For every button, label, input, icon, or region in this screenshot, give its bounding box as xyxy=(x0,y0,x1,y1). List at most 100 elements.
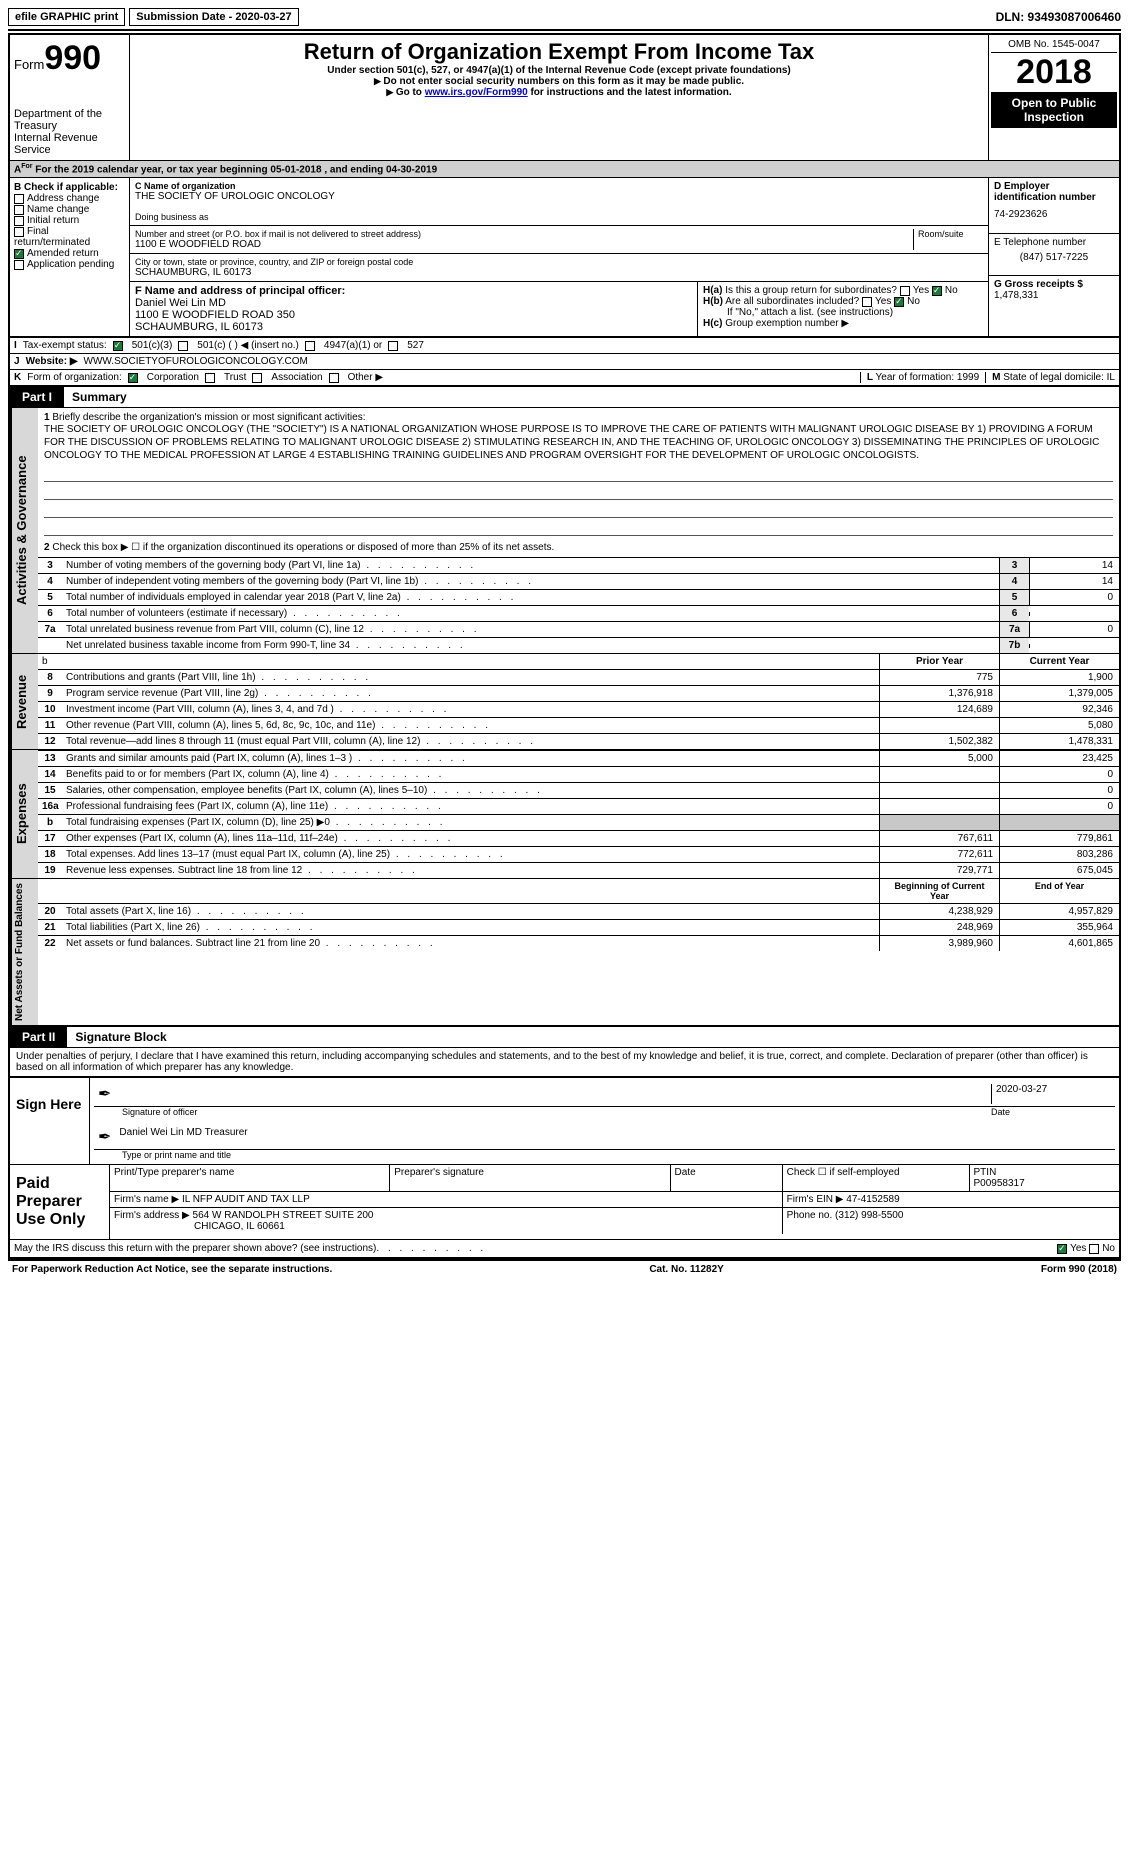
line-num: 20 xyxy=(38,904,62,919)
officer-label: F Name and address of principal officer: xyxy=(135,285,345,297)
perjury-statement: Under penalties of perjury, I declare th… xyxy=(10,1047,1119,1076)
gov-line: Net unrelated business taxable income fr… xyxy=(38,637,1119,653)
type-name-label: Type or print name and title xyxy=(94,1150,1115,1160)
part-2-title: Signature Block xyxy=(67,1027,174,1047)
prior-year-value: 772,611 xyxy=(879,847,999,862)
line-num: 6 xyxy=(38,606,62,621)
hc-text: Group exemption number ▶ xyxy=(725,318,849,329)
ha-yes-checkbox[interactable] xyxy=(900,286,910,296)
firm-phone: (312) 998-5500 xyxy=(835,1210,903,1221)
association-checkbox[interactable] xyxy=(252,373,262,383)
ha-no-checkbox[interactable] xyxy=(932,286,942,296)
street-address: 1100 E WOODFIELD ROAD xyxy=(135,239,913,250)
501c-label: 501(c) ( ) ◀ (insert no.) xyxy=(197,340,299,351)
paperwork-notice: For Paperwork Reduction Act Notice, see … xyxy=(12,1264,332,1275)
line-value: 14 xyxy=(1029,574,1119,589)
prior-year-value xyxy=(879,799,999,814)
current-year-value: 1,478,331 xyxy=(999,734,1119,749)
discuss-yes-label: Yes xyxy=(1070,1243,1086,1254)
tax-year-range: For the 2019 calendar year, or tax year … xyxy=(35,164,437,175)
data-line: 13 Grants and similar amounts paid (Part… xyxy=(38,750,1119,766)
prior-year-value: 729,771 xyxy=(879,863,999,878)
501c3-checkbox[interactable] xyxy=(113,341,123,351)
line-text: Revenue less expenses. Subtract line 18 … xyxy=(62,863,879,878)
line-num: 17 xyxy=(38,831,62,846)
line-text: Grants and similar amounts paid (Part IX… xyxy=(62,751,879,766)
current-year-value: 4,601,865 xyxy=(999,936,1119,951)
col-b-header: B Check if applicable: xyxy=(14,182,118,193)
preparer-sig-hdr: Preparer's signature xyxy=(390,1165,670,1191)
preparer-name-hdr: Print/Type preparer's name xyxy=(110,1165,390,1191)
527-checkbox[interactable] xyxy=(388,341,398,351)
line-2-num: 2 xyxy=(44,542,50,553)
line-2: 2 Check this box ▶ ☐ if the organization… xyxy=(38,538,1119,557)
line-text: Investment income (Part VIII, column (A)… xyxy=(62,702,879,717)
row-k-label: K xyxy=(14,372,21,383)
line-text: Total fundraising expenses (Part IX, col… xyxy=(62,815,879,830)
initial-return-checkbox[interactable] xyxy=(14,216,24,226)
row-j-label: J xyxy=(14,356,20,367)
cat-number: Cat. No. 11282Y xyxy=(649,1264,723,1275)
hb-yes-checkbox[interactable] xyxy=(862,297,872,307)
efile-button[interactable]: efile GRAPHIC print xyxy=(8,8,125,26)
current-year-value: 1,379,005 xyxy=(999,686,1119,701)
discuss-text: May the IRS discuss this return with the… xyxy=(14,1243,376,1254)
ptin-label: PTIN xyxy=(974,1167,997,1178)
line-box: 6 xyxy=(999,606,1029,621)
hb-no-checkbox[interactable] xyxy=(894,297,904,307)
submission-date: Submission Date - 2020-03-27 xyxy=(129,8,298,26)
trust-checkbox[interactable] xyxy=(205,373,215,383)
data-line: 11 Other revenue (Part VIII, column (A),… xyxy=(38,717,1119,733)
final-return-checkbox[interactable] xyxy=(14,227,24,237)
501c-checkbox[interactable] xyxy=(178,341,188,351)
row-j-website: J Website: ▶ WWW.SOCIETYOFUROLOGICONCOLO… xyxy=(10,353,1119,369)
governance-side-label: Activities & Governance xyxy=(10,408,38,653)
beginning-year-hdr: Beginning of Current Year xyxy=(879,879,999,903)
line-1-num: 1 xyxy=(44,412,50,423)
open-public: Open to Public Inspection xyxy=(991,92,1117,128)
application-pending-checkbox[interactable] xyxy=(14,260,24,270)
data-line: 20 Total assets (Part X, line 16) 4,238,… xyxy=(38,903,1119,919)
tel-label: E Telephone number xyxy=(994,237,1114,248)
data-line: 21 Total liabilities (Part X, line 26) 2… xyxy=(38,919,1119,935)
line-value: 14 xyxy=(1029,558,1119,573)
line-text: Total number of volunteers (estimate if … xyxy=(62,606,999,621)
page-footer: For Paperwork Reduction Act Notice, see … xyxy=(8,1259,1121,1278)
line-num: 4 xyxy=(38,574,62,589)
officer-name: Daniel Wei Lin MD xyxy=(135,297,692,309)
name-change-checkbox[interactable] xyxy=(14,205,24,215)
line-num: 10 xyxy=(38,702,62,717)
trust-label: Trust xyxy=(224,372,246,383)
address-change-checkbox[interactable] xyxy=(14,194,24,204)
firm-addr2: CHICAGO, IL 60661 xyxy=(114,1221,285,1232)
data-line: 16a Professional fundraising fees (Part … xyxy=(38,798,1119,814)
current-year-value: 0 xyxy=(999,767,1119,782)
line-box: 5 xyxy=(999,590,1029,605)
line-num: 22 xyxy=(38,936,62,951)
line-num: 5 xyxy=(38,590,62,605)
4947-checkbox[interactable] xyxy=(305,341,315,351)
discuss-yes-checkbox[interactable] xyxy=(1057,1244,1067,1254)
gross-label: G Gross receipts $ xyxy=(994,279,1083,290)
current-year-value: 675,045 xyxy=(999,863,1119,878)
prior-year-value: 767,611 xyxy=(879,831,999,846)
data-line: 9 Program service revenue (Part VIII, li… xyxy=(38,685,1119,701)
prior-year-value: 3,989,960 xyxy=(879,936,999,951)
other-checkbox[interactable] xyxy=(329,373,339,383)
signature-line: ✒ 2020-03-27 xyxy=(94,1082,1115,1107)
revenue-side-label: Revenue xyxy=(10,654,38,749)
corporation-checkbox[interactable] xyxy=(128,373,138,383)
line-text: Benefits paid to or for members (Part IX… xyxy=(62,767,879,782)
irs-link[interactable]: www.irs.gov/Form990 xyxy=(425,87,528,98)
part-1-title: Summary xyxy=(64,387,135,407)
subtitle-3: Go to www.irs.gov/Form990 for instructio… xyxy=(138,87,980,98)
ptin-value: P00958317 xyxy=(974,1178,1025,1189)
line-box: 7a xyxy=(999,622,1029,637)
line-text: Other expenses (Part IX, column (A), lin… xyxy=(62,831,879,846)
state-domicile: State of legal domicile: IL xyxy=(1003,372,1115,383)
column-b-checkboxes: B Check if applicable: Address change Na… xyxy=(10,178,130,337)
discuss-no-checkbox[interactable] xyxy=(1089,1244,1099,1254)
amended-return-checkbox[interactable] xyxy=(14,249,24,259)
current-year-value: 355,964 xyxy=(999,920,1119,935)
line-box: 4 xyxy=(999,574,1029,589)
